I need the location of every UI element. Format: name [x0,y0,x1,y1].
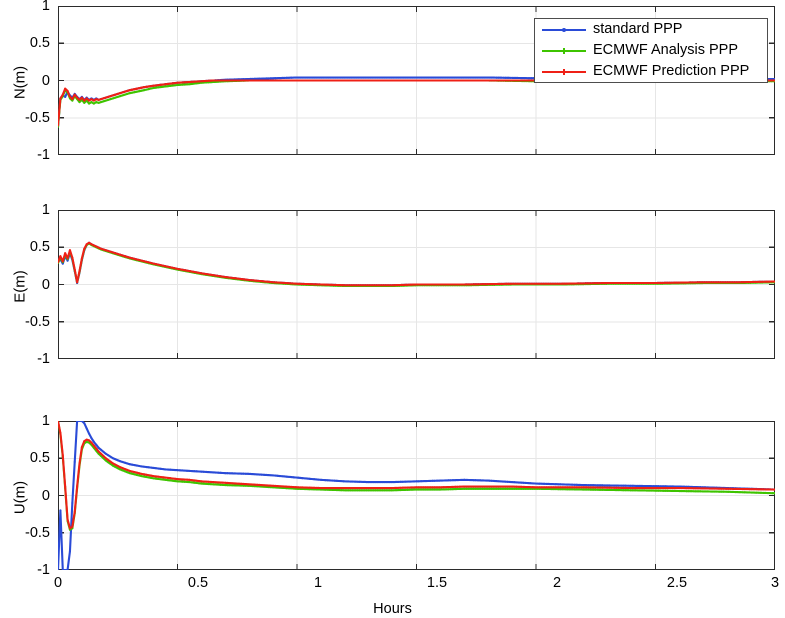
legend-swatch-ecmwf-prediction-ppp [542,66,586,78]
ytick-east-1: 0.5 [29,239,50,255]
xtick-up-5: 2.5 [666,575,688,591]
legend-label-ecmwf-analysis-ppp: ECMWF Analysis PPP [593,42,739,59]
ytick-north-0: 1 [41,0,50,14]
legend-item-ecmwf-analysis-ppp: ECMWF Analysis PPP [535,40,767,61]
xtick-up-6: 3 [770,575,780,591]
ytick-east-0: 1 [41,202,50,218]
xtick-up-2: 1 [313,575,323,591]
legend-item-standard-ppp: standard PPP [535,19,767,40]
legend-label-ecmwf-prediction-ppp: ECMWF Prediction PPP [593,63,750,80]
ytick-up-4: -1 [37,562,50,578]
legend-swatch-standard-ppp [542,24,586,36]
series-canvas-east [58,210,775,359]
ytick-east-4: -1 [37,351,50,367]
ytick-north-1: 0.5 [29,35,50,51]
ytick-north-2: 0 [41,73,50,89]
legend-item-ecmwf-prediction-ppp: ECMWF Prediction PPP [535,61,767,82]
ytick-up-3: -0.5 [25,525,50,541]
ytick-up-0: 1 [41,413,50,429]
xtick-up-4: 2 [552,575,562,591]
xtick-up-3: 1.5 [426,575,448,591]
xtick-up-0: 0 [53,575,63,591]
subplot-up: U(m) 1 0.5 0 -0.5 -1 0 0.5 1 1.5 2 2.5 3… [0,413,785,618]
subplot-north: N(m) 1 0.5 0 -0.5 -1 standard PPP ECMWF … [0,0,785,190]
ytick-north-4: -1 [37,147,50,163]
legend: standard PPP ECMWF Analysis PPP ECMWF Pr… [534,18,768,83]
ytick-up-1: 0.5 [29,450,50,466]
series-canvas-up [58,421,775,570]
xtick-up-1: 0.5 [187,575,209,591]
legend-swatch-ecmwf-analysis-ppp [542,45,586,57]
ytick-north-3: -0.5 [25,110,50,126]
ytick-up-2: 0 [41,488,50,504]
subplot-east: E(m) 1 0.5 0 -0.5 -1 [0,202,785,394]
legend-label-standard-ppp: standard PPP [593,21,683,38]
ytick-east-3: -0.5 [25,314,50,330]
axis-label-hours: Hours [373,601,412,617]
ytick-east-2: 0 [41,277,50,293]
